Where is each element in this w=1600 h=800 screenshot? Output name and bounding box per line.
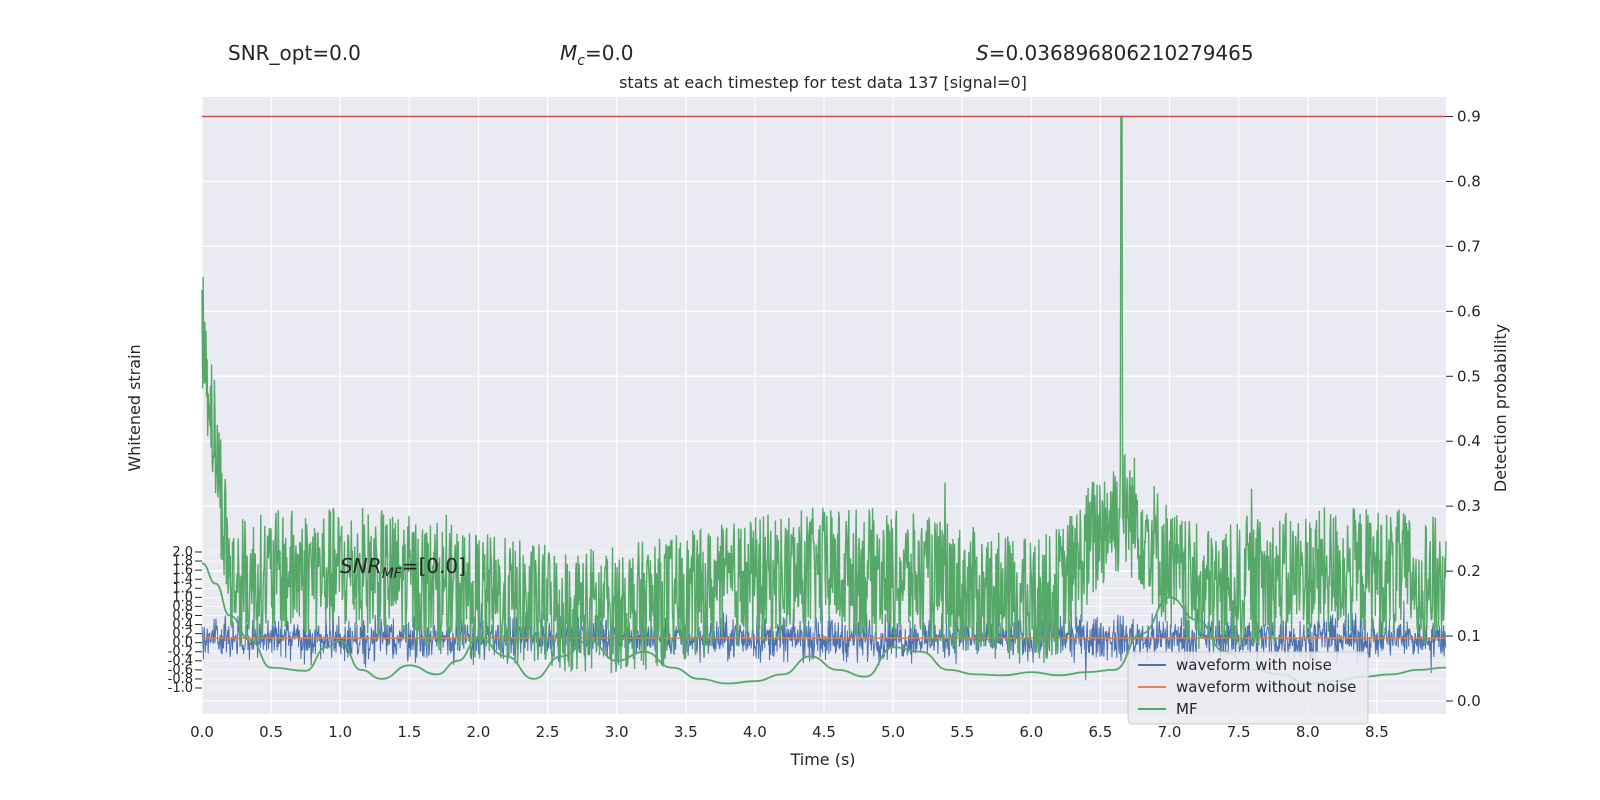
left-tick-label: -0.4 (168, 654, 193, 669)
x-tick-label: 8.5 (1365, 723, 1389, 741)
x-tick-label: 5.0 (881, 723, 905, 741)
chart-title: stats at each timestep for test data 137… (619, 73, 1027, 92)
right-tick-label: 0.8 (1457, 172, 1481, 190)
left-tick-label: 0.8 (172, 599, 193, 614)
legend-box (1127, 651, 1369, 725)
x-tick-label: 4.0 (743, 723, 767, 741)
left-tick-label: -0.8 (168, 672, 193, 687)
x-tick-label: 6.5 (1089, 723, 1113, 741)
right-tick-label: 0.2 (1457, 562, 1481, 580)
legend: waveform with noise waveform without noi… (1127, 651, 1369, 725)
x-tick-label: 3.0 (605, 723, 629, 741)
x-tick-label: 3.5 (674, 723, 698, 741)
y-axis-left-label: Whitened strain (125, 344, 144, 471)
x-tick-label: 6.0 (1019, 723, 1043, 741)
left-tick-label: 1.8 (172, 554, 193, 569)
legend-label-clean: waveform without noise (1176, 678, 1356, 696)
y-axis-right-label: Detection probability (1491, 324, 1510, 492)
left-tick-label: 0.0 (172, 636, 193, 651)
x-tick-label: 7.0 (1158, 723, 1182, 741)
left-tick-label: 2.0 (172, 545, 193, 560)
right-tick-label: 0.0 (1457, 692, 1481, 710)
x-tick-label: 5.5 (950, 723, 974, 741)
x-tick-label: 8.0 (1296, 723, 1320, 741)
x-axis: 0.0 0.5 1.0 1.5 2.0 2.5 3.0 3.5 4.0 4.5 5.0 5.5 6.0 6… (190, 723, 1389, 741)
right-tick-label: 0.6 (1457, 302, 1481, 320)
right-tick-label: 0.7 (1457, 237, 1481, 255)
left-tick-label: 1.0 (172, 590, 193, 605)
x-tick-label: 0.5 (259, 723, 283, 741)
right-tick-label: 0.5 (1457, 367, 1481, 385)
right-axis: 0.0 0.1 0.2 0.3 0.4 0.5 0.6 0.7 0.8 0.9 (1446, 107, 1481, 710)
left-tick-label: 0.6 (172, 608, 193, 623)
chirp-mass-symbol: M (560, 41, 577, 65)
chirp-mass-value: =0.0 (585, 41, 634, 65)
s-symbol: S (976, 41, 989, 65)
legend-label-mf: MF (1176, 700, 1198, 718)
chirp-mass-subscript: c (577, 53, 585, 69)
left-tick-label: 1.2 (172, 581, 193, 596)
left-tick-label: -0.2 (168, 645, 193, 660)
left-tick-label: 0.2 (172, 627, 193, 642)
series-waveform-with-noise (201, 597, 1447, 681)
right-tick-label: 0.3 (1457, 497, 1481, 515)
snr-mf-subscript: MF (382, 566, 403, 582)
snr-opt-label: SNR_opt=0.0 (228, 41, 361, 65)
x-tick-label: 2.5 (536, 723, 560, 741)
s-statistic-label: S=0.036896806210279465 (976, 41, 1254, 65)
snr-mf-value: =[0.0] (402, 554, 466, 578)
snr-mf-prefix: SNR (340, 554, 382, 578)
series-detection-probability (201, 115, 1447, 674)
x-tick-label: 2.0 (467, 723, 491, 741)
right-tick-label: 0.1 (1457, 627, 1481, 645)
left-axis: 2.01.81.61.41.21.00.80.60.40.20.0-0.2-0.… (168, 545, 202, 696)
left-tick-label: -1.0 (168, 681, 193, 696)
x-axis-label: Time (s) (789, 750, 855, 769)
left-tick-label: 1.6 (172, 563, 193, 578)
x-tick-label: 4.5 (812, 723, 836, 741)
x-tick-label: 7.5 (1227, 723, 1251, 741)
snr-mf-label: SNRMF=[0.0] (340, 554, 466, 582)
chirp-mass-label: Mc=0.0 (560, 41, 634, 69)
right-tick-label: 0.4 (1457, 432, 1481, 450)
x-tick-label: 0.0 (190, 723, 214, 741)
left-tick-label: 1.4 (172, 572, 193, 587)
legend-label-noise: waveform with noise (1176, 656, 1332, 674)
left-tick-label: 0.4 (172, 618, 193, 633)
x-tick-label: 1.0 (328, 723, 352, 741)
left-tick-label: -0.6 (168, 663, 193, 678)
s-value: =0.036896806210279465 (989, 41, 1254, 65)
right-tick-label: 0.9 (1457, 107, 1481, 125)
x-tick-label: 1.5 (397, 723, 421, 741)
